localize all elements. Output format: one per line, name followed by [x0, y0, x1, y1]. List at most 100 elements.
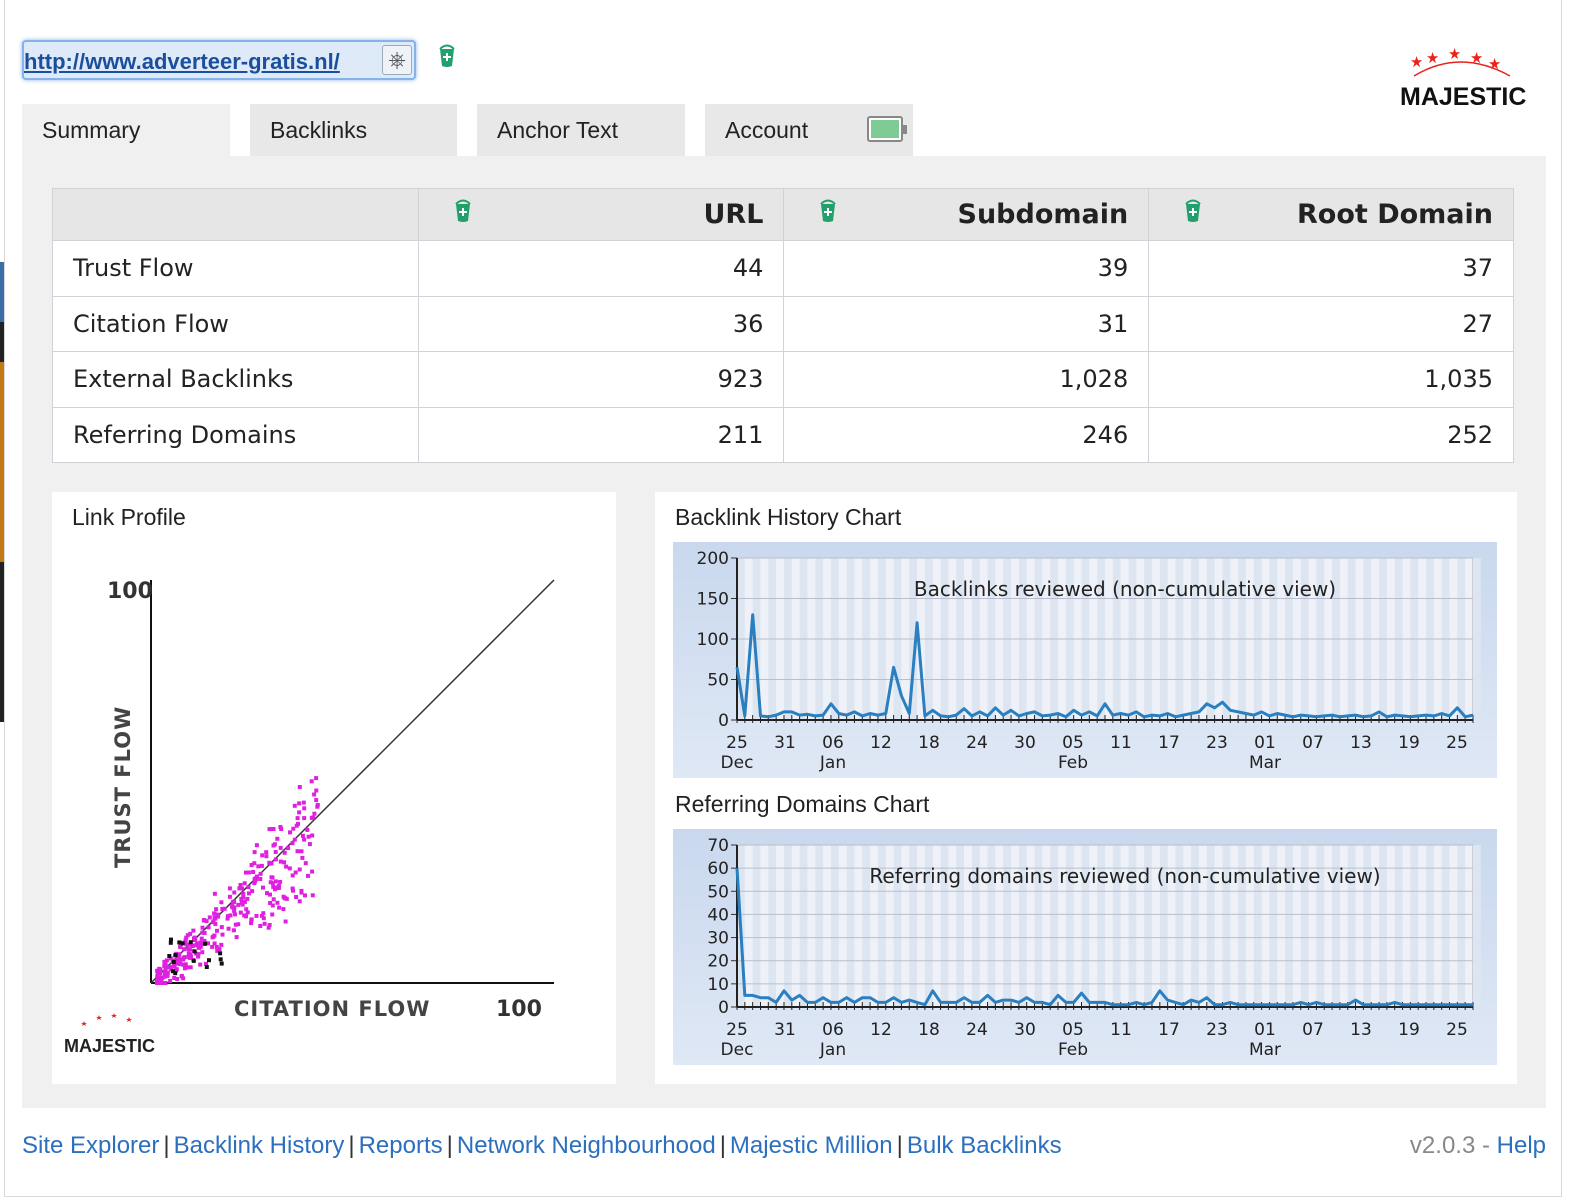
grid-stripe: [1347, 845, 1356, 1007]
footer-link-reports[interactable]: Reports: [358, 1132, 443, 1159]
tab-summary[interactable]: Summary: [22, 104, 230, 156]
x-tick-label: 19: [1398, 733, 1420, 753]
x-tick-label: 18: [918, 733, 940, 753]
x-month-label: Dec: [721, 1040, 754, 1060]
table-row: External Backlinks 923 1,028 1,035: [52, 351, 1514, 408]
scatter-point: [174, 958, 179, 963]
footer-link-network-neighbourhood[interactable]: Network Neighbourhood: [456, 1132, 716, 1159]
scatter-point: [172, 964, 177, 969]
background-window-strip: [0, 262, 4, 722]
table-header-row: URL Subdomain Root Domain: [52, 188, 1514, 241]
scatter-point: [175, 977, 180, 981]
scatter-point: [162, 963, 167, 968]
scatter-point: [172, 976, 177, 980]
bucket-icon[interactable]: [437, 43, 457, 69]
footer-link-bulk-backlinks[interactable]: Bulk Backlinks: [906, 1132, 1062, 1159]
bucket-icon[interactable]: [818, 198, 838, 224]
scatter-point: [215, 928, 219, 933]
footer-links: Site Explorer | Backlink History | Reports | N…: [22, 1132, 1062, 1160]
grid-stripe: [877, 845, 886, 1007]
chart-inner-title: Referring domains reviewed (non-cumulati…: [869, 864, 1380, 888]
scatter-point: [192, 949, 197, 954]
scatter-point: [202, 918, 207, 922]
scatter-point: [266, 925, 271, 930]
grid-stripe: [1238, 845, 1246, 1007]
grid-stripe: [1034, 845, 1043, 1007]
separator: |: [446, 1132, 453, 1159]
scatter-point: [290, 886, 295, 891]
scatter-point: [184, 942, 189, 947]
footer-link-site-explorer[interactable]: Site Explorer: [22, 1132, 160, 1159]
bucket-icon[interactable]: [453, 198, 473, 224]
grid-stripe: [1003, 845, 1012, 1007]
tab-account[interactable]: Account: [705, 104, 913, 156]
scatter-point: [239, 896, 244, 901]
scatter-point: [171, 960, 176, 964]
footer-link-majestic-million[interactable]: Majestic Million: [729, 1132, 893, 1159]
x-tick-label: 06: [822, 733, 844, 753]
y-tick-label: 30: [707, 929, 729, 949]
scatter-point: [252, 881, 257, 886]
table-cell: 211: [417, 406, 785, 463]
scatter-point: [269, 861, 274, 866]
series-line: [735, 868, 1473, 1007]
scatter-point: [247, 891, 251, 896]
grid-stripe: [1410, 845, 1419, 1007]
help-link[interactable]: Help: [1496, 1132, 1546, 1159]
scatter-point: [261, 885, 265, 890]
bucket-icon[interactable]: [1183, 198, 1203, 224]
scatter-point: [314, 798, 319, 803]
scatter-point: [256, 864, 261, 869]
table-cell: 27: [1148, 295, 1514, 352]
settings-wheel-icon[interactable]: ⎈: [382, 45, 412, 75]
scatter-point: [264, 854, 269, 859]
grid-stripe: [1206, 845, 1215, 1007]
x-month-label: Feb: [1058, 1040, 1088, 1060]
scatter-point: [267, 923, 272, 927]
url-link[interactable]: http://www.adverteer-gratis.nl/: [24, 49, 340, 74]
x-tick-label: 17: [1158, 733, 1180, 753]
scatter-point: [254, 913, 259, 918]
scatter-point: [297, 810, 302, 815]
grid-stripe: [987, 845, 996, 1007]
scatter-point: [292, 803, 297, 808]
table-row: Referring Domains 211 246 252: [52, 406, 1514, 463]
scatter-point: [176, 954, 181, 958]
link-profile-chart: 100 100 CITATION FLOW TRUST FLOW MAJESTI…: [64, 579, 555, 1056]
scatter-point: [287, 866, 292, 871]
scatter-point: [163, 973, 167, 978]
tab-anchor-text[interactable]: Anchor Text: [477, 104, 685, 156]
y-tick-label: 10: [707, 975, 729, 995]
scatter-point: [165, 965, 170, 970]
scatter-point: [306, 834, 311, 839]
stats-table: URL Subdomain Root Domain Trust Flow 44 …: [52, 188, 1514, 463]
tab-backlinks[interactable]: Backlinks: [250, 104, 457, 156]
scatter-point: [227, 894, 232, 899]
scatter-point: [310, 833, 315, 838]
scatter-point: [283, 919, 288, 924]
scatter-point: [307, 842, 312, 847]
scatter-points: [155, 776, 320, 985]
scatter-point: [198, 944, 203, 949]
scatter-point: [217, 947, 222, 952]
y-tick-label: 0: [718, 711, 729, 731]
scatter-point: [245, 896, 250, 901]
scatter-point: [271, 827, 276, 831]
scatter-point: [297, 899, 302, 904]
x-tick-label: 19: [1398, 1020, 1420, 1040]
table-cell: 246: [783, 406, 1150, 463]
scatter-point: [302, 837, 307, 842]
footer-link-backlink-history[interactable]: Backlink History: [173, 1132, 345, 1159]
url-field[interactable]: http://www.adverteer-gratis.nl/ ⎈: [22, 40, 416, 80]
y-tick-label: 100: [697, 630, 729, 650]
grid-stripe: [1081, 845, 1090, 1007]
scatter-point: [309, 779, 314, 784]
scatter-point: [251, 870, 256, 874]
row-label: Referring Domains: [52, 406, 419, 463]
x-month-label: Mar: [1249, 753, 1281, 773]
grid-stripe: [1065, 845, 1074, 1007]
separator: |: [896, 1132, 903, 1159]
scatter-point: [303, 893, 307, 898]
x-tick-label: 06: [822, 1020, 844, 1040]
majestic-logo[interactable]: MAJESTIC: [1400, 46, 1530, 112]
